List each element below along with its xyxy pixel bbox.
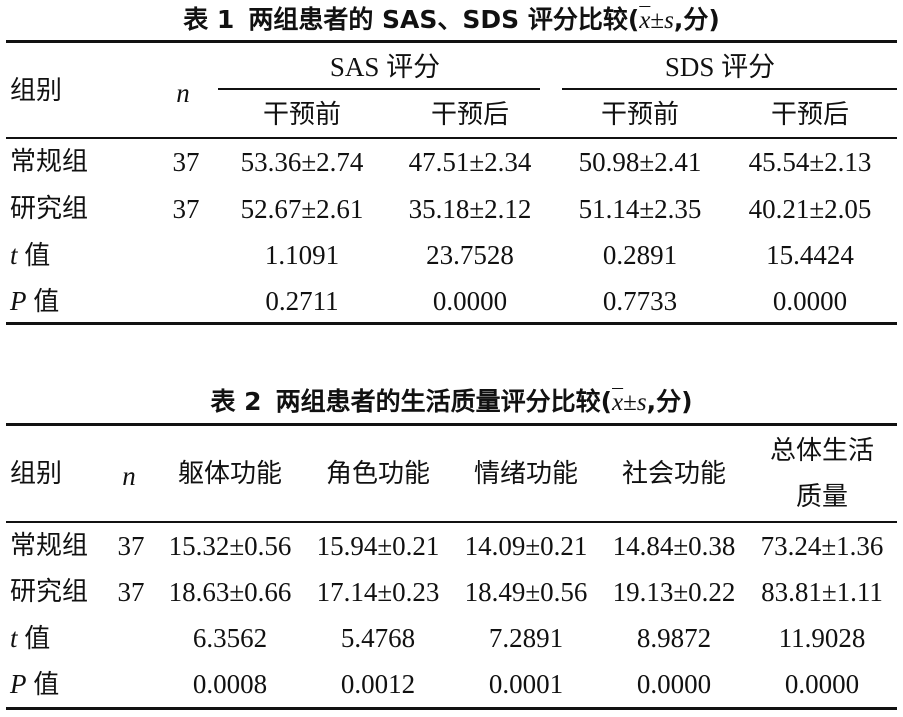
table2-cell: 11.9028 <box>778 623 866 653</box>
table1-header-rule <box>6 137 897 139</box>
table2-cell: 18.49±0.56 <box>464 577 588 607</box>
table2-caption-number: 表 2 <box>210 387 262 416</box>
table1-sds-subrule <box>562 88 897 90</box>
table2-p-label: P 值 <box>10 667 59 702</box>
table1-p-label: P 值 <box>10 284 59 319</box>
table1-cell: 45.54±2.13 <box>748 147 872 177</box>
table1-cell: 51.14±2.35 <box>578 194 702 224</box>
table1-caption-formula-s: s <box>664 7 674 34</box>
table1-t-label: t 值 <box>10 238 50 273</box>
table1-cell: 47.51±2.34 <box>408 147 532 177</box>
table1-caption-text: 两组患者的 SAS、SDS 评分比较( <box>248 5 640 34</box>
table2-cell: 17.14±0.23 <box>316 577 440 607</box>
table1-header-sas-after: 干预后 <box>430 100 510 130</box>
table2-caption-formula-x: x <box>612 389 624 416</box>
table1-header-sds: SDS 评分 <box>664 52 776 82</box>
table2-cell: 0.0008 <box>192 669 268 699</box>
table1-cell: 40.21±2.05 <box>748 194 872 224</box>
table2-header-role: 角色功能 <box>325 459 431 489</box>
table2-cell: 5.4768 <box>340 623 416 653</box>
table2-header-social: 社会功能 <box>621 459 727 489</box>
table1-row-label: 常规组 <box>10 147 89 177</box>
table2-cell: 0.0012 <box>340 669 416 699</box>
table1-cell: 15.4424 <box>766 240 854 270</box>
table2-header-overall-line2: 质量 <box>795 482 849 512</box>
table2-caption-formula-pm: ± <box>623 389 637 416</box>
table1-caption: 表 1 两组患者的 SAS、SDS 评分比较(x±s,分) <box>0 2 903 39</box>
table1-caption-number: 表 1 <box>183 5 235 34</box>
table2-bottom-rule <box>6 707 897 710</box>
table1-t-letter: t <box>10 240 18 270</box>
table2-caption: 表 2 两组患者的生活质量评分比较(x±s,分) <box>0 384 903 421</box>
table2-row-n: 37 <box>117 531 145 561</box>
table1-header-sds-after: 干预后 <box>770 100 850 130</box>
table2-cell: 7.2891 <box>488 623 564 653</box>
table2-caption-text: 两组患者的生活质量评分比较( <box>275 387 613 416</box>
table1-caption-formula-pm: ± <box>650 7 665 34</box>
table1-row-label: 研究组 <box>10 194 89 224</box>
table2-header-emotional: 情绪功能 <box>473 459 579 489</box>
table2-cell: 73.24±1.36 <box>760 531 884 561</box>
table2-p-suffix: 值 <box>33 670 60 700</box>
table1-cell: 0.2711 <box>265 286 339 316</box>
table2-p-letter: P <box>10 669 27 699</box>
table2-caption-formula-s: s <box>636 389 647 416</box>
table1-caption-suffix: ,分) <box>673 5 720 34</box>
table2-cell: 15.32±0.56 <box>168 531 292 561</box>
table2-row-label: 研究组 <box>10 577 89 607</box>
table2-row-n: 37 <box>117 577 145 607</box>
table1-top-rule <box>6 40 897 43</box>
table1-cell: 23.7528 <box>426 240 514 270</box>
table2-cell: 15.94±0.21 <box>316 531 440 561</box>
table1-header-group: 组别 <box>10 76 63 106</box>
table2-header-group: 组别 <box>10 459 63 489</box>
table1-cell: 0.2891 <box>602 240 678 270</box>
table1-cell: 0.0000 <box>432 286 508 316</box>
table1-sas-subrule <box>218 88 540 90</box>
table1-cell: 52.67±2.61 <box>240 194 364 224</box>
table1-cell: 35.18±2.12 <box>408 194 532 224</box>
table1-header-sas-before: 干预前 <box>262 100 342 130</box>
table2-caption-suffix: ,分) <box>646 387 693 416</box>
table1-t-suffix: 值 <box>24 241 51 271</box>
table1-cell: 0.7733 <box>602 286 678 316</box>
table2-row-label: 常规组 <box>10 531 89 561</box>
table2-cell: 0.0000 <box>784 669 860 699</box>
table1-header-sas: SAS 评分 <box>329 52 441 82</box>
table1-row-n: 37 <box>172 194 200 224</box>
table1-bottom-rule <box>6 322 897 325</box>
table1-cell: 53.36±2.74 <box>240 147 364 177</box>
table2-t-suffix: 值 <box>24 624 51 654</box>
table2-cell: 19.13±0.22 <box>612 577 736 607</box>
table2-top-rule <box>6 423 897 426</box>
table2-header-overall-line1: 总体生活 <box>769 436 875 466</box>
table2-header-rule <box>6 521 897 523</box>
table2-t-label: t 值 <box>10 621 50 656</box>
table2-cell: 14.09±0.21 <box>464 531 588 561</box>
table2-cell: 83.81±1.11 <box>761 577 883 607</box>
table2-t-letter: t <box>10 623 18 653</box>
table2-cell: 14.84±0.38 <box>612 531 736 561</box>
table1-cell: 50.98±2.41 <box>578 147 702 177</box>
table2-cell: 6.3562 <box>192 623 268 653</box>
table2-cell: 18.63±0.66 <box>168 577 292 607</box>
table1-p-suffix: 值 <box>33 287 60 317</box>
table1-cell: 0.0000 <box>772 286 848 316</box>
table2-header-physical: 躯体功能 <box>177 459 283 489</box>
table1-header-n: n <box>176 78 190 108</box>
table1-row-n: 37 <box>172 147 200 177</box>
table1-cell: 1.1091 <box>264 240 340 270</box>
table2-cell: 0.0000 <box>636 669 712 699</box>
table1-caption-formula-x: x <box>639 7 651 34</box>
table1-p-letter: P <box>10 286 27 316</box>
table2-header-n: n <box>122 461 136 491</box>
table2-cell: 0.0001 <box>488 669 564 699</box>
table1-header-sds-before: 干预前 <box>600 100 680 130</box>
table2-cell: 8.9872 <box>636 623 712 653</box>
